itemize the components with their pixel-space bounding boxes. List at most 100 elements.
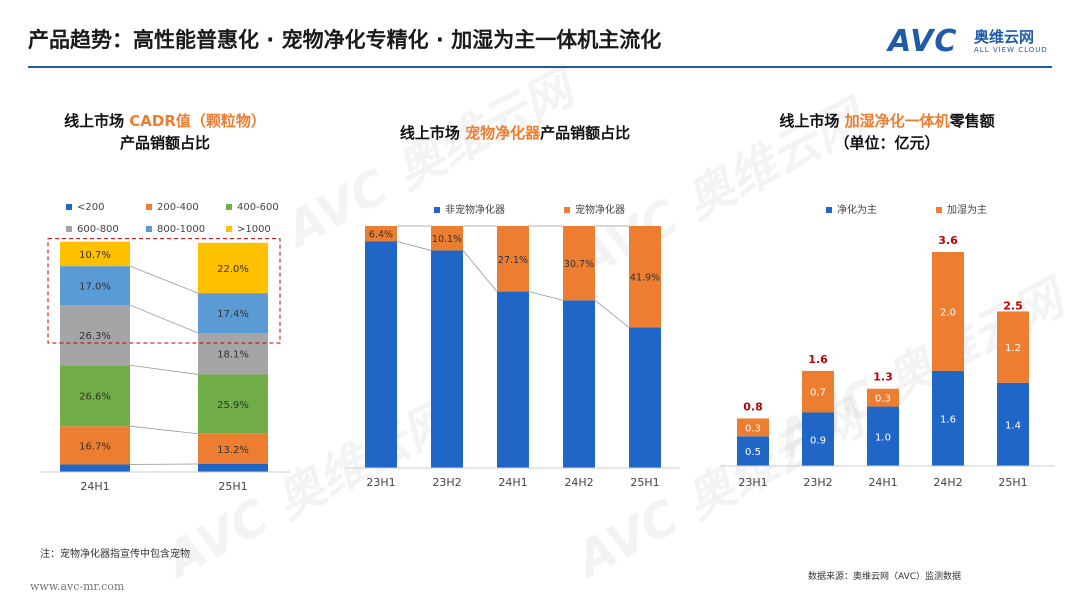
data-source: 数据来源：奥维云网（AVC）监测数据 xyxy=(808,572,962,582)
data-label: 1.4 xyxy=(1005,420,1021,431)
chart3-legend: 净化为主 加湿为主 xyxy=(826,198,1046,217)
total-label: 2.5 xyxy=(1003,299,1023,312)
legend-swatch xyxy=(145,204,152,210)
legend-swatch xyxy=(434,207,440,213)
legend-label: 200-400 xyxy=(156,202,199,213)
data-label: 18.1% xyxy=(217,350,249,361)
connector-line xyxy=(462,250,498,292)
legend-swatch xyxy=(826,207,832,213)
chart1-title: 线上市场 CADR值（颗粒物） 产品销额占比 xyxy=(20,110,310,154)
bar-segment xyxy=(737,436,769,466)
bar-segment xyxy=(867,388,899,407)
data-label: 1.0 xyxy=(875,432,891,443)
bar-segment xyxy=(60,365,130,427)
data-label: 17.4% xyxy=(217,309,249,320)
bar-segment xyxy=(60,305,130,366)
legend-swatch xyxy=(225,204,232,210)
bar-segment xyxy=(629,226,661,328)
chart2-title-highlight: 宠物净化器 xyxy=(465,124,541,142)
chart3-title: 线上市场 加湿净化一体机零售额 （单位：亿元） xyxy=(722,110,1052,154)
chart1-svg: 16.7% 26.6% 26.3% 17.0% 10.7% 13.2% 25.9% 18.1%… xyxy=(40,238,290,493)
legend-item: 加湿为主 xyxy=(936,201,1046,216)
data-label: 1.6 xyxy=(940,414,956,425)
chart2-title-prefix: 线上市场 xyxy=(399,124,466,142)
bar-segment xyxy=(198,463,268,472)
chart3-title-highlight: 加湿净化一体机 xyxy=(844,112,950,130)
logo-en: ALL VIEW CLOUD xyxy=(974,46,1048,54)
bar-segment xyxy=(198,242,268,294)
legend-label: 宠物净化器 xyxy=(575,205,625,216)
bar-segment xyxy=(365,226,397,242)
data-label: 13.2% xyxy=(217,445,249,456)
bar-segment xyxy=(497,226,529,292)
legend-item: >1000 xyxy=(225,224,306,239)
connector-line xyxy=(129,425,199,435)
legend-item: 非宠物净化器 xyxy=(434,201,564,216)
bar-segment xyxy=(802,412,834,466)
data-label: 27.1% xyxy=(498,255,528,266)
bar-segment xyxy=(431,250,463,468)
connector-line xyxy=(528,291,564,301)
legend-swatch xyxy=(225,226,232,232)
data-label: 2.0 xyxy=(940,307,956,318)
bar-segment xyxy=(629,327,661,468)
chart3-title-suffix: 零售额 xyxy=(949,112,995,130)
data-label: 0.7 xyxy=(810,388,826,399)
bar-segment xyxy=(932,252,964,371)
x-tick-label: 23H1 xyxy=(366,476,395,489)
bar-segment xyxy=(563,300,595,468)
chart1-title-line2: 产品销额占比 xyxy=(119,134,210,152)
x-tick-label: 25H1 xyxy=(998,476,1027,489)
chart2-svg: 6.4% 10.1% 27.1% 30.7% 41.9% 23H1 23H2 24H1 24H2… xyxy=(345,225,680,489)
legend-label: 非宠物净化器 xyxy=(445,205,505,216)
data-label: 16.7% xyxy=(79,441,111,452)
legend-label: 加湿为主 xyxy=(947,205,987,216)
logo-mark: AVC xyxy=(888,24,958,59)
x-tick-label: 25H1 xyxy=(218,480,247,493)
total-label: 1.6 xyxy=(808,353,828,366)
legend-label: 800-1000 xyxy=(156,224,206,235)
x-tick-label: 23H2 xyxy=(432,476,461,489)
data-label: 25.9% xyxy=(217,400,249,411)
avc-logo: AVC 奥维云网 ALL VIEW CLOUD xyxy=(888,24,1058,60)
connector-line xyxy=(594,299,630,328)
chart1-title-prefix: 线上市场 xyxy=(64,112,130,130)
legend-label: >1000 xyxy=(236,224,271,235)
connector-line xyxy=(396,241,432,251)
bar-segment xyxy=(198,433,268,464)
x-tick-label: 25H1 xyxy=(630,476,659,489)
data-label: 41.9% xyxy=(630,273,660,284)
website-url: www.avc-mr.com xyxy=(30,580,125,593)
chart1-title-highlight: CADR值（颗粒物） xyxy=(129,112,266,130)
connector-line xyxy=(129,265,199,294)
bar-segment xyxy=(497,291,529,468)
legend-item: 800-1000 xyxy=(145,224,226,239)
bar-segment xyxy=(737,418,769,437)
legend-label: 净化为主 xyxy=(837,205,877,216)
bar-segment xyxy=(198,374,268,434)
bar-segment xyxy=(867,406,899,466)
data-label: 0.5 xyxy=(745,447,761,458)
chart2-legend: 非宠物净化器 宠物净化器 xyxy=(434,198,694,217)
page-title: 产品趋势：高性能普惠化 · 宠物净化专精化 · 加湿为主一体机主流化 xyxy=(28,28,662,52)
bar-segment xyxy=(997,382,1029,466)
total-label: 1.3 xyxy=(873,371,893,384)
x-tick-label: 24H1 xyxy=(498,476,527,489)
total-label: 3.6 xyxy=(938,234,958,247)
footnote: 注：宠物净化器指宣传中包含宠物 xyxy=(40,549,190,560)
legend-label: <200 xyxy=(77,202,105,213)
bar-segment xyxy=(60,266,130,306)
chart2-title-suffix: 产品销额占比 xyxy=(540,124,631,142)
chart3-title-prefix: 线上市场 xyxy=(779,112,845,130)
bar-segment xyxy=(431,226,463,251)
x-tick-label: 23H2 xyxy=(803,476,832,489)
bar-segment xyxy=(563,226,595,301)
legend-swatch xyxy=(145,226,152,232)
total-label: 0.8 xyxy=(743,400,763,413)
data-label: 6.4% xyxy=(369,230,393,241)
data-label: 0.9 xyxy=(810,435,826,446)
legend-item: 400-600 xyxy=(225,202,306,217)
legend-item: 宠物净化器 xyxy=(564,201,694,216)
legend-item: 200-400 xyxy=(145,202,226,217)
legend-item: 净化为主 xyxy=(826,201,936,216)
